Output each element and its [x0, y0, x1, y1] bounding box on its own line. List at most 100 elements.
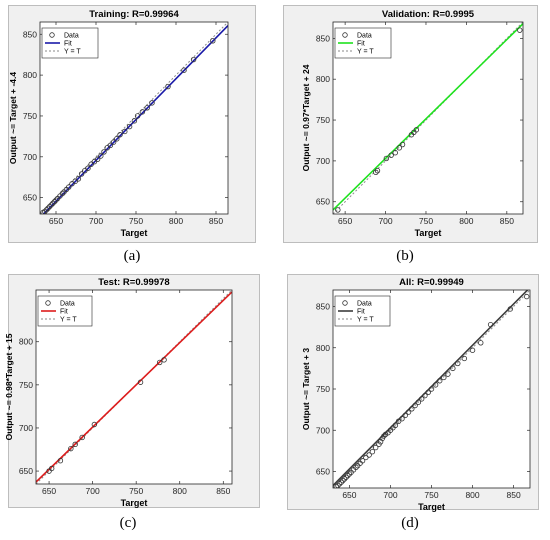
data-point — [487, 321, 494, 328]
axes-box — [39, 21, 229, 215]
data-point — [114, 136, 120, 142]
data-point — [144, 105, 150, 111]
data-point — [373, 169, 379, 176]
panel-c: Test: R=0.99978 650 700 750 800 850 650 700 750 8… — [0, 270, 275, 540]
legend-label: Fit — [357, 309, 365, 316]
data-point — [101, 149, 107, 155]
panel-caption-a: (a) — [123, 248, 141, 264]
data-point — [409, 406, 415, 412]
chart-validation: Validation: R=0.9995 650 700 750 800 850 650 70… — [301, 9, 524, 238]
data-point — [79, 434, 85, 441]
x-tick-label: 700 — [86, 486, 100, 496]
data-point — [353, 464, 359, 471]
y-axis-label: Output ~= Target + 3 — [301, 348, 311, 431]
legend-label: Fit — [64, 41, 72, 48]
data-point — [432, 382, 439, 388]
y-tick-label: 800 — [23, 70, 37, 80]
legend-label: Y = T — [357, 49, 374, 56]
y-tick-label: 800 — [316, 74, 330, 84]
chart-title: Training: R=0.99964 — [89, 9, 179, 20]
x-tick-label: 650 — [49, 216, 63, 226]
chart-test: Test: R=0.99978 650 700 750 800 850 650 700 750 8… — [4, 277, 233, 508]
data-point — [107, 142, 114, 149]
panel-caption-c: (c) — [119, 515, 137, 531]
panel-d: All: R=0.99949 650 700 750 800 850 650 700 750 80… — [275, 270, 550, 540]
data-point — [399, 415, 405, 422]
data-point — [372, 444, 379, 451]
plot-lines — [36, 290, 232, 484]
data-point — [413, 127, 419, 133]
plot-lines — [333, 290, 530, 488]
x-tick-label: 750 — [129, 486, 143, 496]
y-tick-label: 700 — [316, 425, 330, 435]
x-axis-label: Target — [418, 502, 445, 512]
data-point — [455, 360, 461, 367]
axes-box — [332, 21, 524, 215]
x-tick-label: 750 — [129, 216, 143, 226]
x-tick-label: 800 — [459, 216, 473, 226]
data-point — [405, 409, 412, 415]
data-point — [418, 396, 425, 402]
data-point — [91, 421, 98, 428]
panel-caption-b: (b) — [396, 248, 414, 264]
legend-label: Data — [357, 301, 372, 308]
data-point — [110, 139, 117, 145]
y-tick-label: 850 — [316, 33, 330, 43]
x-tick-label: 650 — [42, 486, 56, 496]
data-point — [336, 481, 343, 487]
data-point — [72, 441, 78, 448]
data-point — [469, 347, 476, 353]
x-tick-label: 700 — [89, 216, 103, 226]
x-tick-label: 850 — [500, 216, 514, 226]
data-point — [94, 156, 101, 162]
x-tick-label: 700 — [378, 216, 392, 226]
y-axis-label: Output ~= 0.97*Target + 24 — [301, 64, 311, 171]
data-point — [75, 176, 82, 182]
y-tick-label: 750 — [316, 115, 330, 125]
x-tick-label: 800 — [173, 486, 187, 496]
chart-title: Validation: R=0.9995 — [382, 9, 475, 20]
fit-line — [333, 23, 523, 211]
data-point — [98, 153, 104, 159]
data-point — [85, 165, 91, 171]
x-tick-label: 750 — [419, 216, 433, 226]
x-axis-label: Target — [121, 228, 148, 238]
legend-data-marker — [45, 300, 51, 306]
y-tick-label: 750 — [316, 384, 330, 394]
fit-line — [36, 291, 232, 483]
data-point — [428, 386, 435, 392]
data-point — [340, 477, 346, 484]
data-point — [53, 197, 59, 203]
data-point — [51, 199, 58, 205]
data-point — [415, 399, 422, 405]
legend-label: Fit — [60, 309, 68, 316]
y-axis-label: Output ~= 0.98*Target + 15 — [4, 333, 14, 440]
data-point — [48, 202, 54, 208]
y-tick-label: 700 — [23, 152, 37, 162]
data-point — [377, 439, 384, 445]
data-point — [66, 184, 72, 190]
x-tick-label: 850 — [209, 216, 223, 226]
data-point — [396, 145, 402, 151]
data-point — [78, 171, 85, 177]
x-tick-label: 650 — [338, 216, 352, 226]
data-point — [117, 132, 123, 138]
data-point — [338, 479, 344, 485]
data-point — [437, 378, 443, 384]
data-point — [45, 205, 51, 211]
y-tick-label: 850 — [316, 302, 330, 312]
data-point — [343, 474, 349, 480]
panel-a: Training: R=0.99964 650 700 750 800 850 650 700… — [0, 0, 275, 270]
data-point — [137, 379, 144, 385]
data-point — [122, 128, 128, 135]
legend-data-marker — [49, 32, 55, 38]
y-tick-label: 800 — [316, 343, 330, 353]
y-tick-label: 850 — [23, 29, 37, 39]
data-point — [50, 200, 56, 207]
data-point — [369, 448, 376, 455]
identity-line — [40, 22, 228, 214]
data-point — [134, 113, 141, 119]
x-axis-label: Target — [415, 228, 442, 238]
data-point — [392, 422, 399, 428]
data-point — [374, 167, 381, 174]
